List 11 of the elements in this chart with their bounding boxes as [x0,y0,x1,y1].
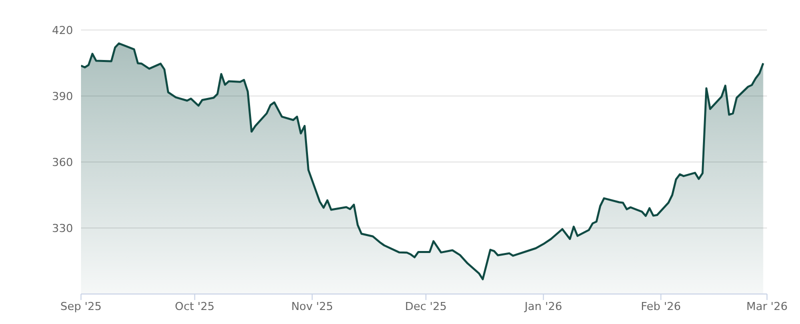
x-tick-label: Mar '26 [746,300,788,313]
x-tick-label: Jan '26 [524,300,562,313]
y-tick-label: 390 [52,90,73,103]
x-tick-label: Dec '25 [404,300,447,313]
x-tick-label: Feb '26 [640,300,681,313]
y-tick-label: 330 [52,222,73,235]
y-tick-label: 420 [52,24,73,37]
y-tick-label: 360 [52,156,73,169]
x-tick-label: Sep '25 [60,300,102,313]
x-tick-label: Oct '25 [174,300,214,313]
x-tick-label: Nov '25 [291,300,334,313]
